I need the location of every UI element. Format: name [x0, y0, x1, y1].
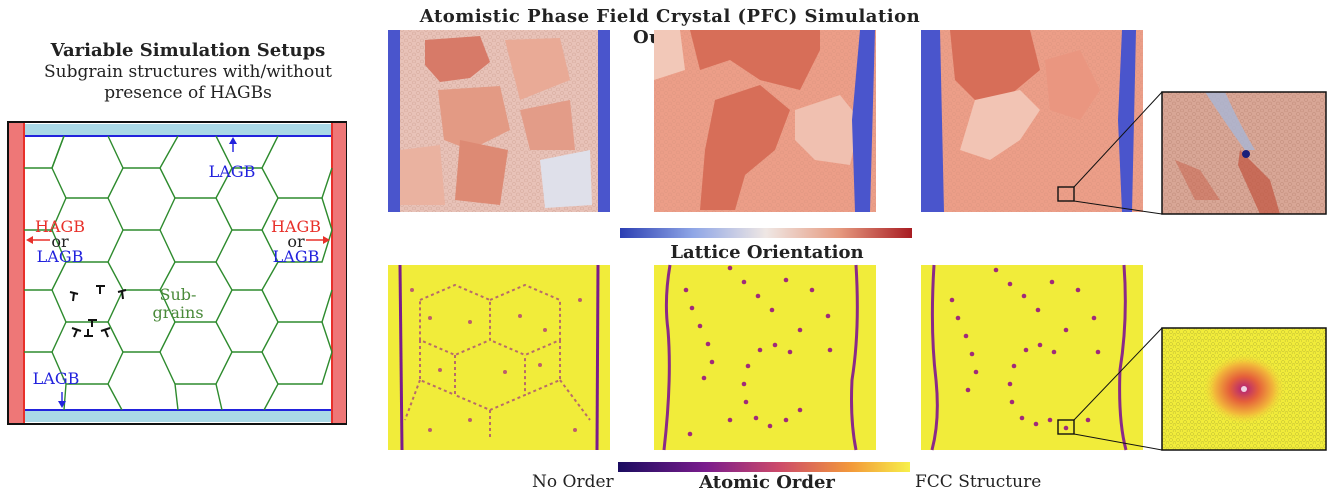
lattice-orientation-label: Lattice Orientation: [670, 242, 864, 263]
left-boundary-bar: [9, 123, 24, 423]
setup-subtitle-line2: presence of HAGBs: [104, 83, 272, 103]
lagb-right-label: LAGB: [273, 247, 320, 266]
zoom-box-bottom: [1057, 419, 1075, 435]
boundary-arrows: [26, 137, 330, 408]
orientation-panel-2: [654, 30, 876, 212]
hagb-right-label: HAGB: [271, 217, 321, 236]
lagb-left-label: LAGB: [37, 247, 84, 266]
orientation-colorbar: [620, 228, 912, 238]
zoom-box-top: [1057, 186, 1075, 202]
colorbar-low-label: No Order: [532, 472, 614, 492]
setup-subtitle-line1: Subgrain structures with/without: [44, 62, 332, 82]
setup-title: Variable Simulation Setups: [50, 40, 326, 61]
grain-network: [24, 135, 333, 411]
subgrain-schematic: LAGB HAGB or LAGB HAGB or LAGB Sub- grai…: [7, 121, 347, 425]
atomic-order-label: Atomic Order: [699, 472, 835, 493]
subgrains-label-1: Sub-: [160, 285, 197, 304]
orientation-panel-1: [388, 30, 610, 212]
zoom-inset-top: [1073, 91, 1327, 215]
lagb-top-label: LAGB: [209, 162, 256, 181]
lagb-bottom-label: LAGB: [33, 369, 80, 388]
dislocation-dots-3: [949, 267, 1101, 431]
top-boundary-bar: [24, 124, 332, 136]
orientation-panel-3: [921, 30, 1143, 212]
atomic-order-colorbar: [618, 462, 910, 472]
zoom-inset-bottom: [1073, 327, 1327, 451]
hagb-left-label: HAGB: [35, 217, 85, 236]
setup-subtitle: Subgrain structures with/without presenc…: [0, 62, 376, 104]
dislocation-symbols: [69, 285, 127, 338]
or-left-label: or: [51, 232, 69, 251]
subgrains-label-2: grains: [152, 303, 203, 322]
order-panel-1: [388, 264, 610, 451]
right-boundary-bar: [332, 123, 346, 423]
bottom-boundary-bar: [24, 410, 332, 422]
order-panel-3: [921, 264, 1143, 451]
order-panel-2: [654, 264, 876, 451]
colorbar-high-label: FCC Structure: [915, 472, 1042, 492]
or-right-label: or: [287, 232, 305, 251]
dislocation-dots-2: [683, 265, 833, 437]
